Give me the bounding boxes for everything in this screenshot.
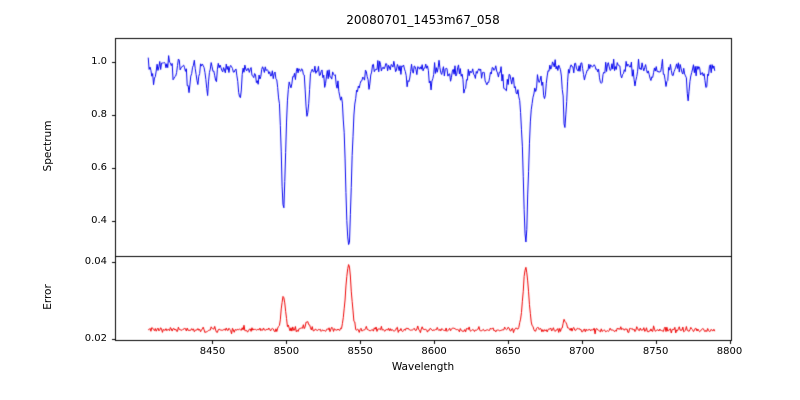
plot-title: 20080701_1453m67_058: [346, 13, 500, 27]
x-axis-label: Wavelength: [391, 361, 455, 373]
x-tick-label: 8650: [495, 346, 521, 357]
x-tick-label: 8500: [273, 346, 300, 357]
x-tick-label: 8800: [716, 346, 743, 357]
x-tick-label: 8550: [347, 346, 373, 357]
x-tick-label: 8450: [199, 346, 226, 357]
y-tick-label: 0.4: [91, 215, 107, 227]
y-tick-label: 0.8: [91, 109, 107, 121]
spectrum-y-axis-label: Spectrum: [42, 120, 54, 172]
x-tick-label: 8600: [421, 346, 447, 357]
error-y-axis-label: Error: [42, 284, 54, 310]
y-tick-label: 0.02: [84, 332, 107, 344]
y-tick-label: 0.04: [84, 256, 107, 268]
y-tick-label: 1.0: [91, 55, 107, 67]
x-tick-label: 8700: [569, 346, 595, 357]
x-tick-label: 8750: [642, 346, 669, 357]
y-tick-label: 0.6: [91, 162, 107, 174]
